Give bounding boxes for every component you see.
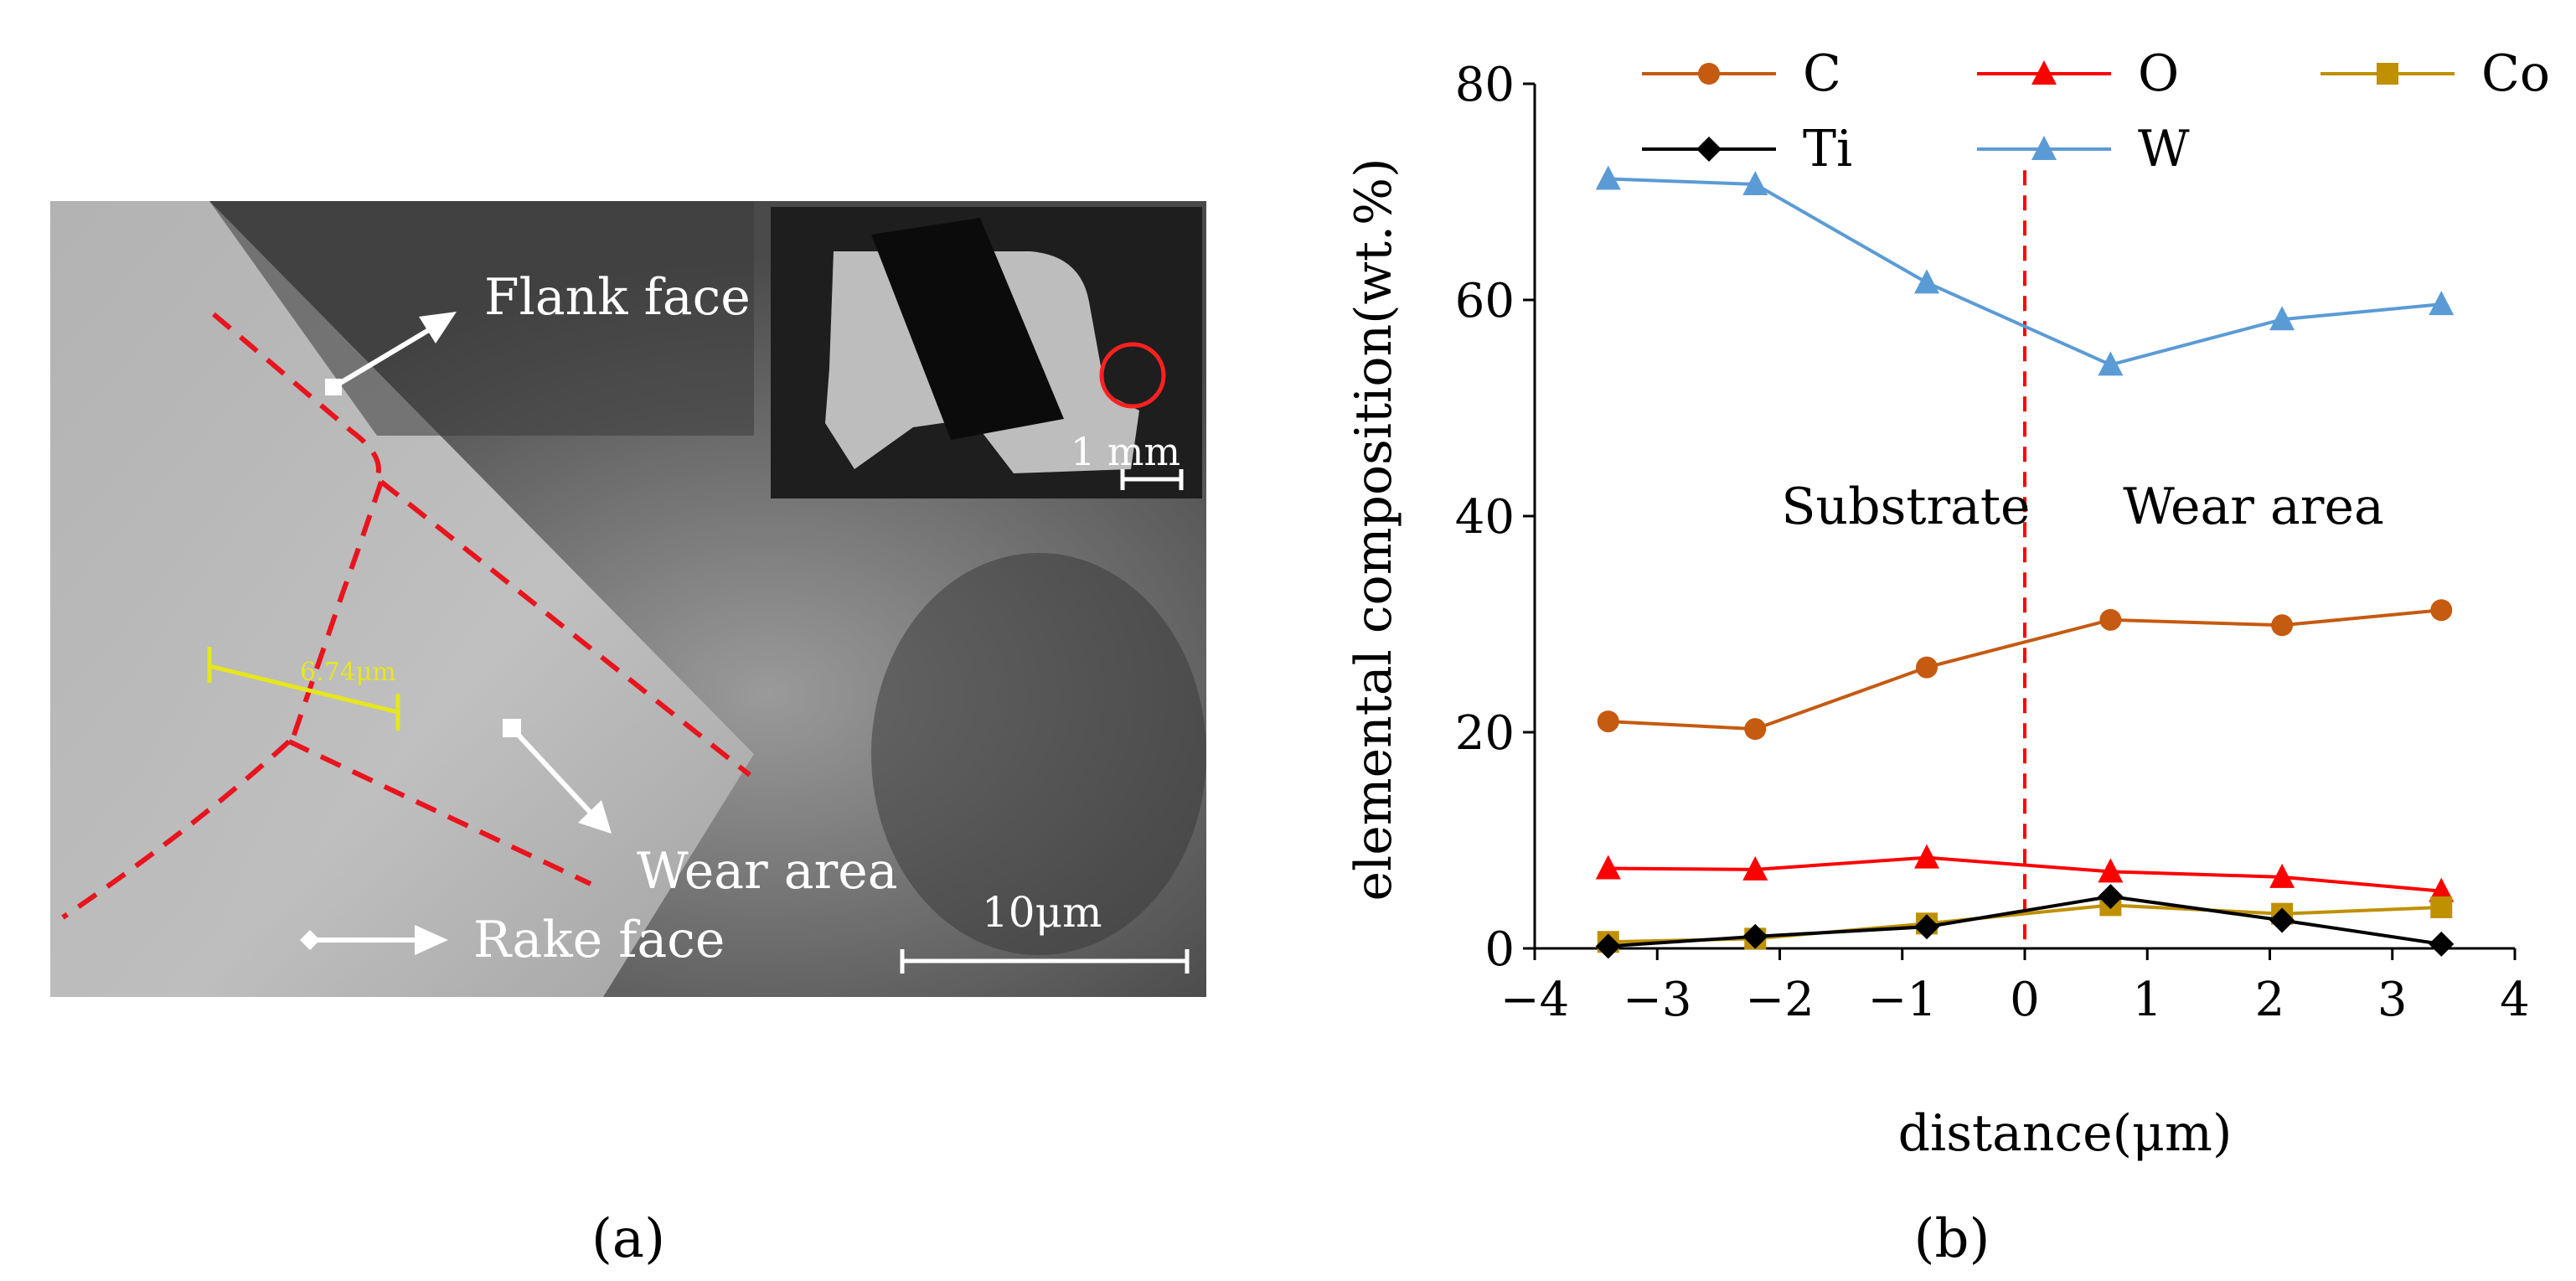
data-point-c: [2430, 599, 2453, 622]
panel-a: 6.74μm 1 mm Flank face Wear area: [50, 201, 1206, 1270]
wear-area-label: Wear area: [637, 842, 898, 901]
inset-circle-marker: [1099, 342, 1166, 409]
substrate-annotation: Substrate: [1781, 478, 2030, 536]
legend-item-c: C: [1642, 44, 1841, 103]
data-point-o: [1595, 855, 1621, 880]
x-tick-label: −4: [1500, 973, 1570, 1027]
flank-face-arrow: [325, 312, 457, 395]
y-tick-label: 0: [1484, 922, 1515, 977]
legend-item-o: O: [1977, 44, 2179, 103]
data-point-ti: [1914, 914, 1939, 940]
panel-b: 0 20 40 60 80 −4 −3 −2 −1 0 1 2 3 4 elemental compos…: [1345, 44, 2550, 1270]
scale-bar-label: 10μm: [982, 888, 1102, 937]
x-tick-label: 4: [2500, 973, 2530, 1027]
inset-chip: [871, 218, 1064, 440]
data-point-ti: [2098, 884, 2124, 910]
series-w: [1595, 165, 2455, 376]
rake-face-label: Rake face: [473, 911, 725, 969]
data-point-c: [2271, 614, 2294, 637]
x-tick-label: 1: [2132, 973, 2162, 1027]
panel-a-caption: (a): [591, 1208, 665, 1270]
x-tick-label: −1: [1867, 973, 1937, 1027]
legend-item-w: W: [1977, 120, 2190, 178]
data-point-w: [2269, 306, 2295, 331]
series-c: [1597, 599, 2453, 741]
legend-marker-w: [2031, 136, 2057, 160]
wear-area-arrow: [503, 719, 612, 834]
data-point-ti: [1595, 933, 1621, 959]
legend-item-co: Co: [2320, 44, 2550, 103]
data-point-w: [1742, 170, 1768, 195]
wear-area-annotation: Wear area: [2123, 478, 2384, 536]
y-tick-label: 60: [1455, 274, 1515, 328]
series-group: [1595, 165, 2455, 959]
legend-label-o: O: [2138, 44, 2179, 103]
legend-label-w: W: [2138, 120, 2190, 178]
y-tick-label: 80: [1455, 58, 1515, 112]
data-point-w: [2429, 291, 2455, 316]
y-tick-label: 40: [1455, 490, 1515, 545]
legend-marker-co: [2377, 63, 2398, 85]
scale-bar: [900, 949, 1190, 974]
data-point-ti: [2429, 931, 2455, 957]
flank-face-label: Flank face: [484, 268, 751, 327]
series-ti: [1595, 884, 2455, 959]
rake-face-arrow: [300, 925, 448, 955]
data-point-o: [2429, 877, 2455, 902]
x-tick-label: 2: [2255, 973, 2285, 1027]
x-axis-label: distance(μm): [1898, 1104, 2233, 1163]
y-axis: [1523, 82, 1536, 950]
y-tick-labels: 0 20 40 60 80: [1455, 58, 1515, 977]
series-line-w: [1608, 177, 2442, 367]
legend-label-ti: Ti: [1803, 120, 1852, 178]
data-point-c: [1597, 710, 1619, 733]
x-tick-label: 0: [2010, 973, 2040, 1027]
data-point-w: [2098, 351, 2124, 376]
inset-scale-label: 1 mm: [1071, 429, 1180, 474]
series-line-ti: [1608, 895, 2442, 948]
legend-marker-c: [1698, 63, 1720, 85]
data-point-w: [1914, 269, 1939, 294]
sem-dark-blob: [871, 553, 1206, 955]
series-line-c: [1608, 608, 2442, 731]
data-point-ti: [1742, 923, 1768, 949]
x-tick-label: −2: [1745, 973, 1815, 1027]
legend-marker-o: [2031, 60, 2057, 85]
data-point-o: [1914, 844, 1939, 869]
series-o: [1595, 844, 2455, 902]
legend-marker-ti: [1696, 137, 1722, 162]
legend-label-c: C: [1803, 44, 1841, 103]
y-tick-label: 20: [1455, 706, 1515, 761]
x-tick-label: −3: [1623, 973, 1692, 1027]
data-point-c: [2099, 608, 2122, 631]
legend-item-ti: Ti: [1642, 120, 1852, 178]
inset-scale-bar: [1120, 469, 1184, 490]
series-line-o: [1608, 855, 2442, 893]
x-tick-labels: −4 −3 −2 −1 0 1 2 3 4: [1500, 973, 2530, 1027]
data-point-c: [1916, 656, 1938, 679]
data-point-c: [1744, 718, 1767, 741]
wear-zone-outline: [61, 312, 751, 920]
legend: C O Co Ti W: [1642, 44, 2550, 178]
x-tick-label: 3: [2377, 973, 2408, 1027]
measurement-line: [207, 647, 400, 731]
data-point-o: [2098, 858, 2124, 883]
measurement-label: 6.74μm: [300, 658, 396, 687]
legend-label-co: Co: [2481, 44, 2550, 103]
y-axis-label: elemental composition(wt.%): [1345, 158, 1403, 901]
x-axis: [1533, 947, 2517, 960]
data-point-co: [2430, 896, 2453, 918]
data-point-o: [1742, 855, 1768, 881]
data-point-o: [2269, 863, 2295, 888]
panel-b-caption: (b): [1914, 1208, 1990, 1270]
data-point-ti: [2269, 907, 2295, 933]
data-point-w: [1595, 165, 1621, 190]
